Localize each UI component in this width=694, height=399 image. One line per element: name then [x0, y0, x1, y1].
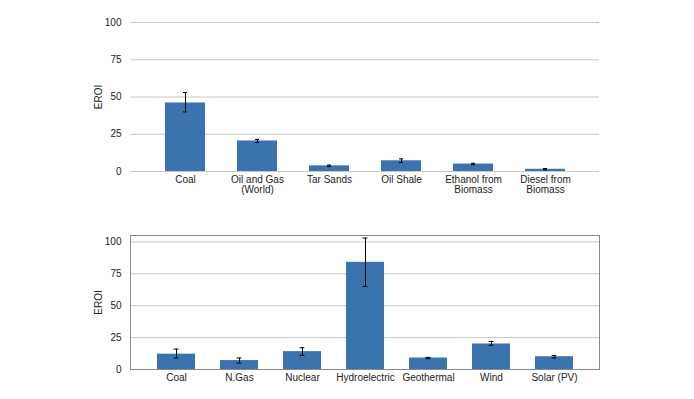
svg-text:25: 25	[110, 332, 122, 343]
svg-text:0: 0	[116, 166, 122, 177]
svg-text:25: 25	[110, 128, 122, 139]
svg-text:Coal: Coal	[175, 174, 196, 185]
svg-text:EROI: EROI	[93, 290, 104, 314]
svg-text:50: 50	[110, 91, 122, 102]
svg-text:Coal: Coal	[166, 372, 187, 383]
svg-text:Diesel fromBiomass: Diesel fromBiomass	[520, 174, 571, 195]
svg-text:100: 100	[105, 236, 122, 247]
svg-text:Solar (PV): Solar (PV)	[531, 372, 577, 383]
svg-text:0: 0	[116, 364, 122, 375]
svg-text:50: 50	[110, 300, 122, 311]
svg-text:Ethanol fromBiomass: Ethanol fromBiomass	[445, 174, 502, 195]
svg-text:Geothermal: Geothermal	[402, 372, 454, 383]
svg-text:75: 75	[110, 268, 122, 279]
svg-text:Oil and Gas(World): Oil and Gas(World)	[231, 174, 284, 195]
svg-text:100: 100	[105, 17, 122, 28]
svg-text:Tar Sands: Tar Sands	[307, 174, 352, 185]
svg-text:EROI: EROI	[93, 85, 104, 109]
svg-text:N.Gas: N.Gas	[225, 372, 253, 383]
svg-text:Oil Shale: Oil Shale	[381, 174, 422, 185]
svg-text:Hydroelectric: Hydroelectric	[336, 372, 394, 383]
svg-text:75: 75	[110, 54, 122, 65]
svg-text:Wind: Wind	[480, 372, 503, 383]
svg-text:Nuclear: Nuclear	[285, 372, 320, 383]
